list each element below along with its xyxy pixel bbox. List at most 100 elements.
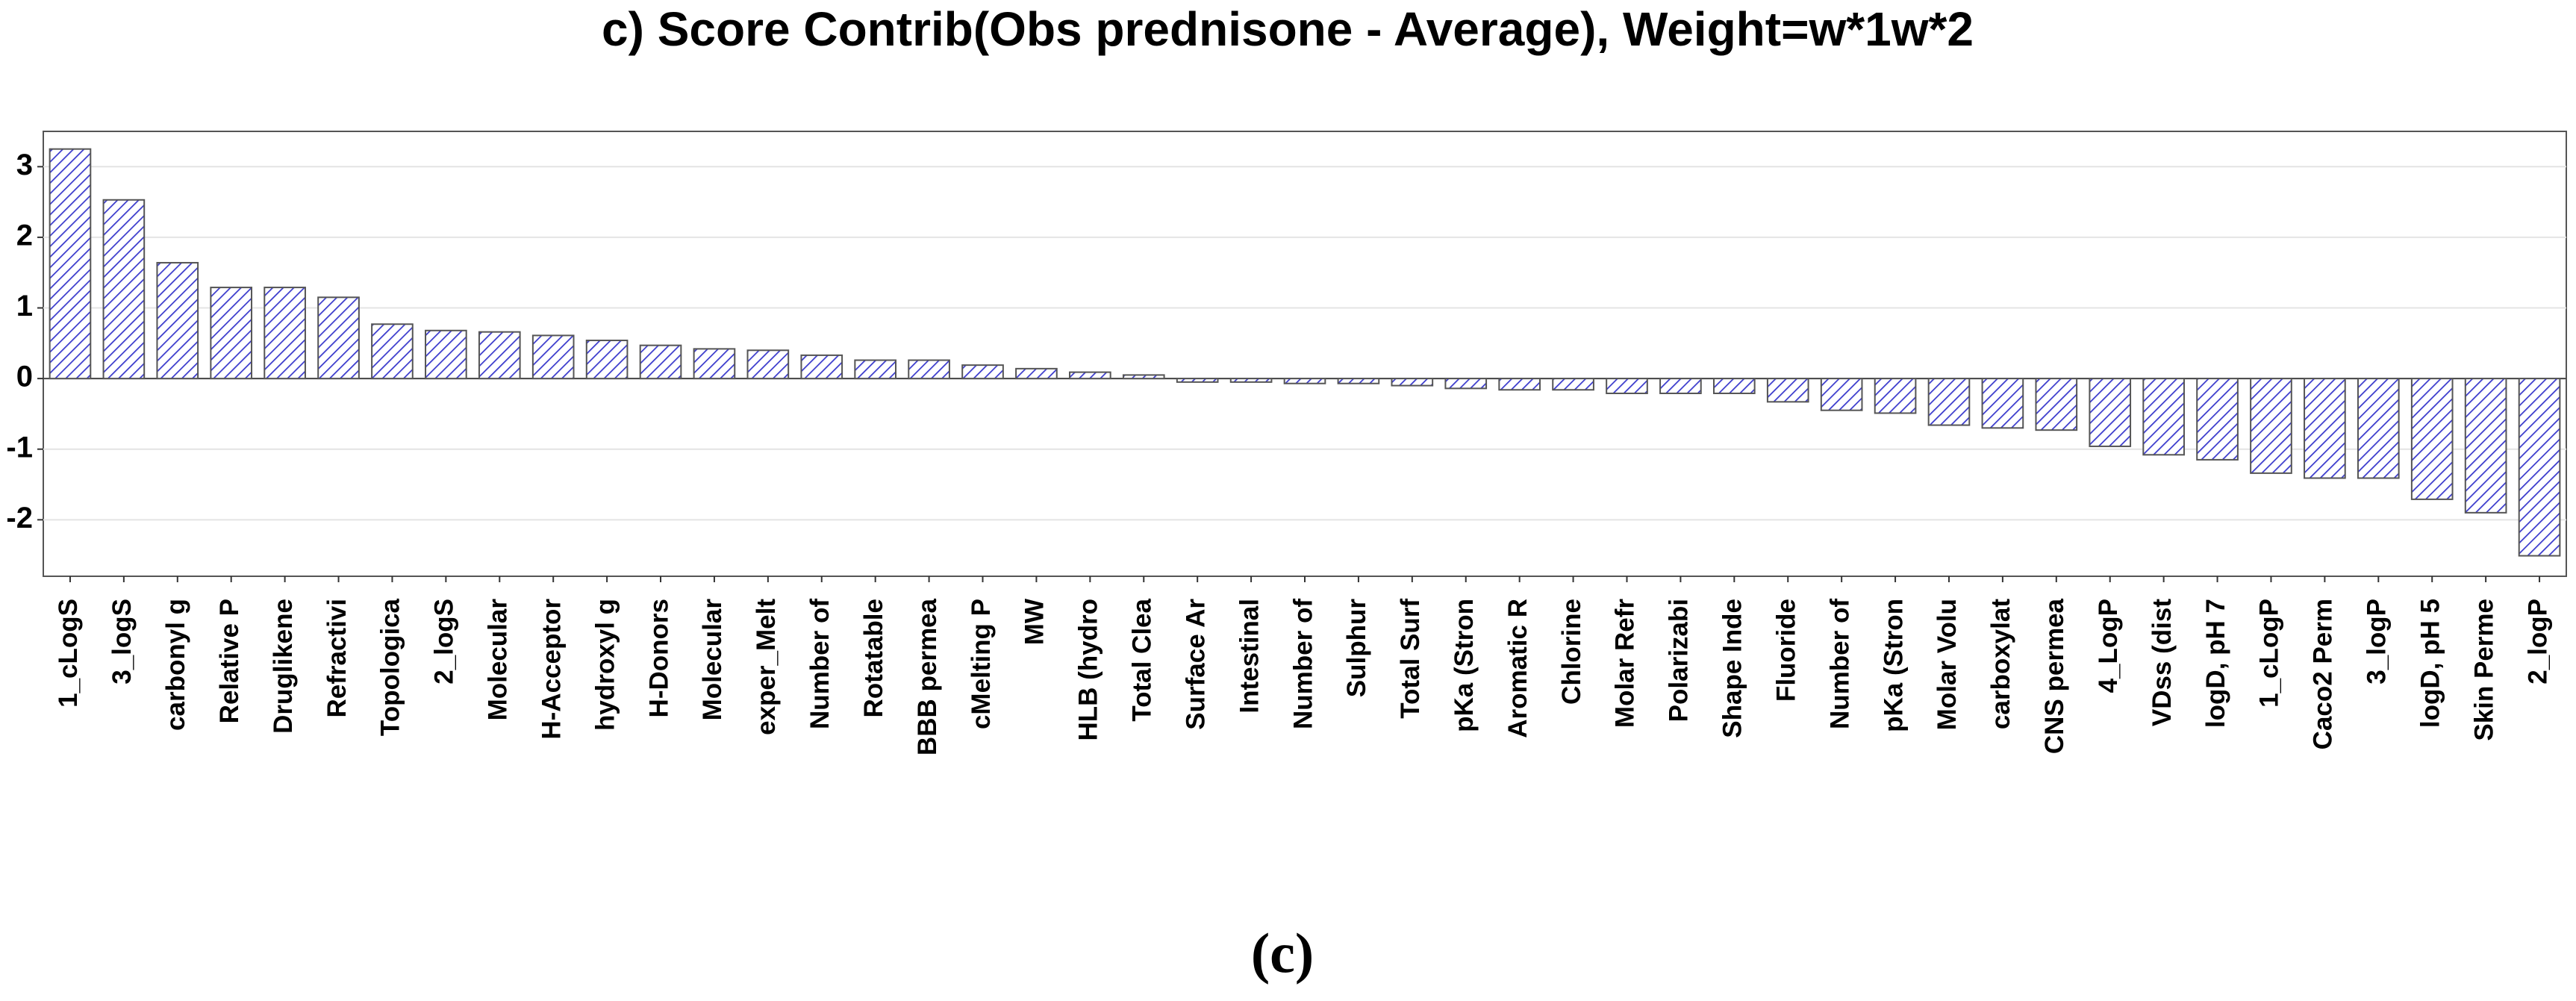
x-tick-label: BBB permea [913,598,942,755]
x-tick-label: Intestinal [1235,599,1264,714]
bar [1927,378,1971,426]
bar [2089,378,2132,447]
bar [317,296,360,380]
x-tick-label: Druglikene [269,599,298,734]
y-tick-label: 1 [16,290,33,322]
bar [1176,378,1219,383]
chart-title: c) Score Contrib(Obs prednisone - Averag… [602,2,1974,56]
bar [639,344,682,380]
x-tick-label: 2_logP [2523,599,2552,685]
x-tick-label: hydroxyl g [590,599,620,731]
x-tick-label: Total Clea [1128,598,1157,721]
y-tick-label: 2 [16,219,33,252]
bar [1659,378,1702,394]
x-tick-label: exper_Melt [752,599,781,735]
bar [1552,378,1594,391]
x-tick-label: Surface Ar [1181,599,1210,730]
x-tick-label: Number of [1825,599,1854,729]
bar [478,331,521,380]
x-tick-label: 2_logS [430,599,459,685]
bar [1069,371,1111,380]
x-tick-label: carboxylat [1986,599,2015,729]
x-tick-label: H-Donors [644,599,673,717]
x-tick-label: 3_logS [107,599,137,685]
x-tick-label: logD, pH 7 [2201,599,2230,728]
bar [1874,378,1917,414]
bar [1122,374,1165,380]
x-tick-label: H-Acceptor [537,599,566,740]
bar [156,261,199,380]
bar [2196,378,2239,461]
bar [854,359,897,380]
caption: (c) [1251,922,1314,985]
bar [1498,378,1541,391]
x-tick-label: CNS permea [2040,598,2069,754]
x-tick-label: pKa (Stron [1450,599,1479,732]
bar [1606,378,1648,394]
bar [1444,378,1488,390]
y-tick-label: -2 [6,502,33,534]
x-tick-label: Total Surf [1396,599,1425,719]
y-tick-label: -1 [6,431,33,464]
x-tick-label: Number of [805,599,835,729]
x-tick-label: Molecular [484,599,513,721]
bar [2035,378,2078,431]
bar [263,287,306,380]
x-tick-label: Polarizabi [1665,599,1694,722]
bar [800,354,843,380]
bar [2518,378,2561,557]
bar [1820,378,1863,411]
x-tick-label: Chlorine [1557,599,1586,705]
x-tick-label: carbonyl g [161,599,190,731]
bar [585,340,629,380]
bar [2410,378,2454,500]
bar [961,364,1004,380]
x-tick-label: HLB (hydro [1074,599,1103,741]
bar [1283,378,1326,384]
x-tick-label: logD, pH 5 [2416,599,2445,728]
bar [2357,378,2400,479]
bar [2250,378,2292,474]
x-tick-label: Shape Inde [1718,599,1747,738]
x-tick-label: 1_cLogP [2255,599,2284,708]
x-tick-label: pKa (Stron [1879,599,1908,732]
bar [49,148,92,380]
bar [210,287,253,380]
bar [2142,378,2185,456]
x-tick-label: Relative P [215,599,244,723]
x-tick-label: Skin Perme [2469,599,2498,741]
x-tick-label: 1_cLogS [54,599,83,708]
bar [371,323,414,380]
y-tick-label: 0 [16,361,33,393]
bar [425,329,467,380]
x-tick-label: Aromatic R [1503,599,1532,738]
x-tick-label: Molar Refr [1611,599,1640,728]
x-tick-label: Caco2 Perm [2309,599,2338,749]
bar [102,199,146,380]
y-tick-label: 3 [16,149,33,181]
bar [2304,378,2346,479]
x-tick-label: Molar Volu [1933,599,1962,730]
bar [1229,378,1273,383]
x-tick-label: MW [1020,599,1050,645]
bar [908,359,950,380]
x-tick-label: Fluoride [1771,599,1800,702]
bar [1766,378,1809,403]
bar [2464,378,2507,514]
x-tick-label: cMelting P [967,599,996,729]
bar [1981,378,2024,429]
x-tick-label: VDss (dist [2148,599,2177,726]
bar [531,334,575,380]
x-tick-label: 3_logP [2363,599,2392,685]
bar [1391,378,1434,387]
x-tick-label: Refractivi [322,599,352,718]
bar [693,348,736,380]
x-tick-label: Rotatable [859,599,888,717]
x-tick-label: Number of [1288,599,1317,729]
x-tick-label: Sulphur [1342,599,1371,698]
x-tick-label: Topologica [376,598,405,736]
plot-area [43,131,2567,577]
bar [1015,367,1058,380]
x-tick-label: 4_LogP [2094,599,2123,693]
